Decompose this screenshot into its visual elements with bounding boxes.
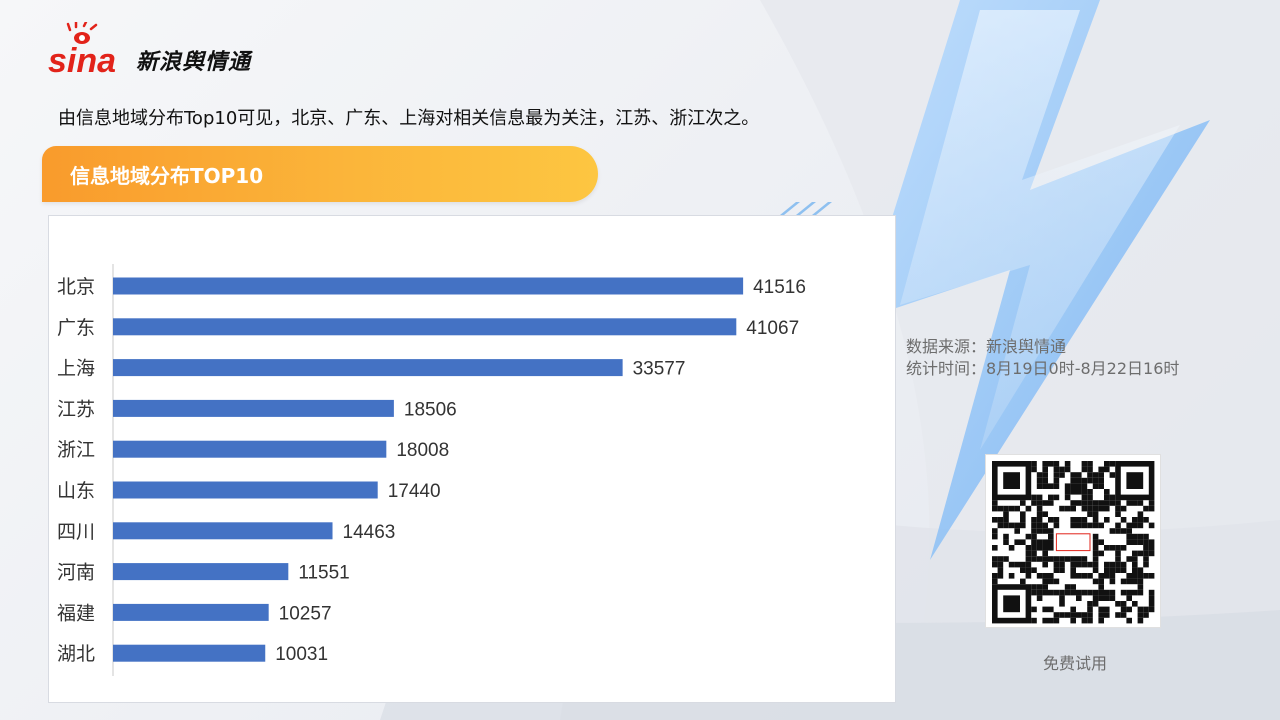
bar	[113, 563, 289, 581]
category-label: 河南	[57, 562, 95, 584]
bar	[113, 359, 623, 377]
section-title: 信息地域分布TOP10	[70, 164, 264, 188]
section-tab	[42, 146, 598, 202]
value-label: 18008	[396, 440, 449, 461]
category-label: 北京	[57, 276, 95, 298]
category-label: 湖北	[57, 643, 95, 665]
bar	[113, 481, 378, 499]
category-label: 山东	[57, 480, 95, 502]
category-label: 广东	[57, 317, 95, 339]
category-label: 上海	[57, 358, 95, 380]
sina-logo: sina	[48, 22, 116, 80]
qr-code[interactable]	[985, 454, 1161, 628]
chart-card: 北京 41516 广东 41067 上海 33577 江苏 18506 浙江 18008 山东 174…	[48, 215, 896, 703]
bar	[113, 603, 269, 621]
bar	[113, 318, 737, 336]
time-range-text: 统计时间：8月19日0时-8月22日16时	[906, 359, 1180, 378]
category-label: 福建	[57, 602, 95, 624]
bar	[113, 522, 333, 540]
summary-text: 由信息地域分布Top10可见，北京、广东、上海对相关信息最为关注，江苏、浙江次之…	[58, 108, 760, 129]
value-label: 18506	[404, 399, 457, 420]
qr-code-image	[992, 461, 1155, 624]
value-label: 14463	[343, 522, 396, 543]
value-label: 10257	[279, 603, 332, 624]
category-label: 四川	[57, 521, 95, 543]
bar	[113, 644, 266, 662]
bar	[113, 440, 387, 458]
bar	[113, 277, 744, 295]
category-label: 浙江	[57, 439, 95, 461]
value-label: 41067	[746, 318, 799, 339]
value-label: 11551	[298, 563, 349, 584]
data-source-text: 数据来源：新浪舆情通	[906, 337, 1067, 356]
svg-text:sina: sina	[48, 42, 116, 80]
category-label: 江苏	[57, 398, 95, 420]
value-label: 10031	[275, 644, 328, 665]
bar-chart: 北京 41516 广东 41067 上海 33577 江苏 18506 浙江 18008 山东 174…	[57, 264, 806, 676]
value-label: 41516	[753, 277, 806, 298]
bar	[113, 399, 394, 417]
logo-text: 新浪舆情通	[136, 50, 252, 75]
source-info: 数据来源：新浪舆情通 统计时间：8月19日0时-8月22日16时	[906, 336, 1179, 380]
value-label: 17440	[388, 481, 441, 502]
free-trial-caption: 免费试用	[1043, 654, 1108, 673]
value-label: 33577	[633, 359, 686, 380]
